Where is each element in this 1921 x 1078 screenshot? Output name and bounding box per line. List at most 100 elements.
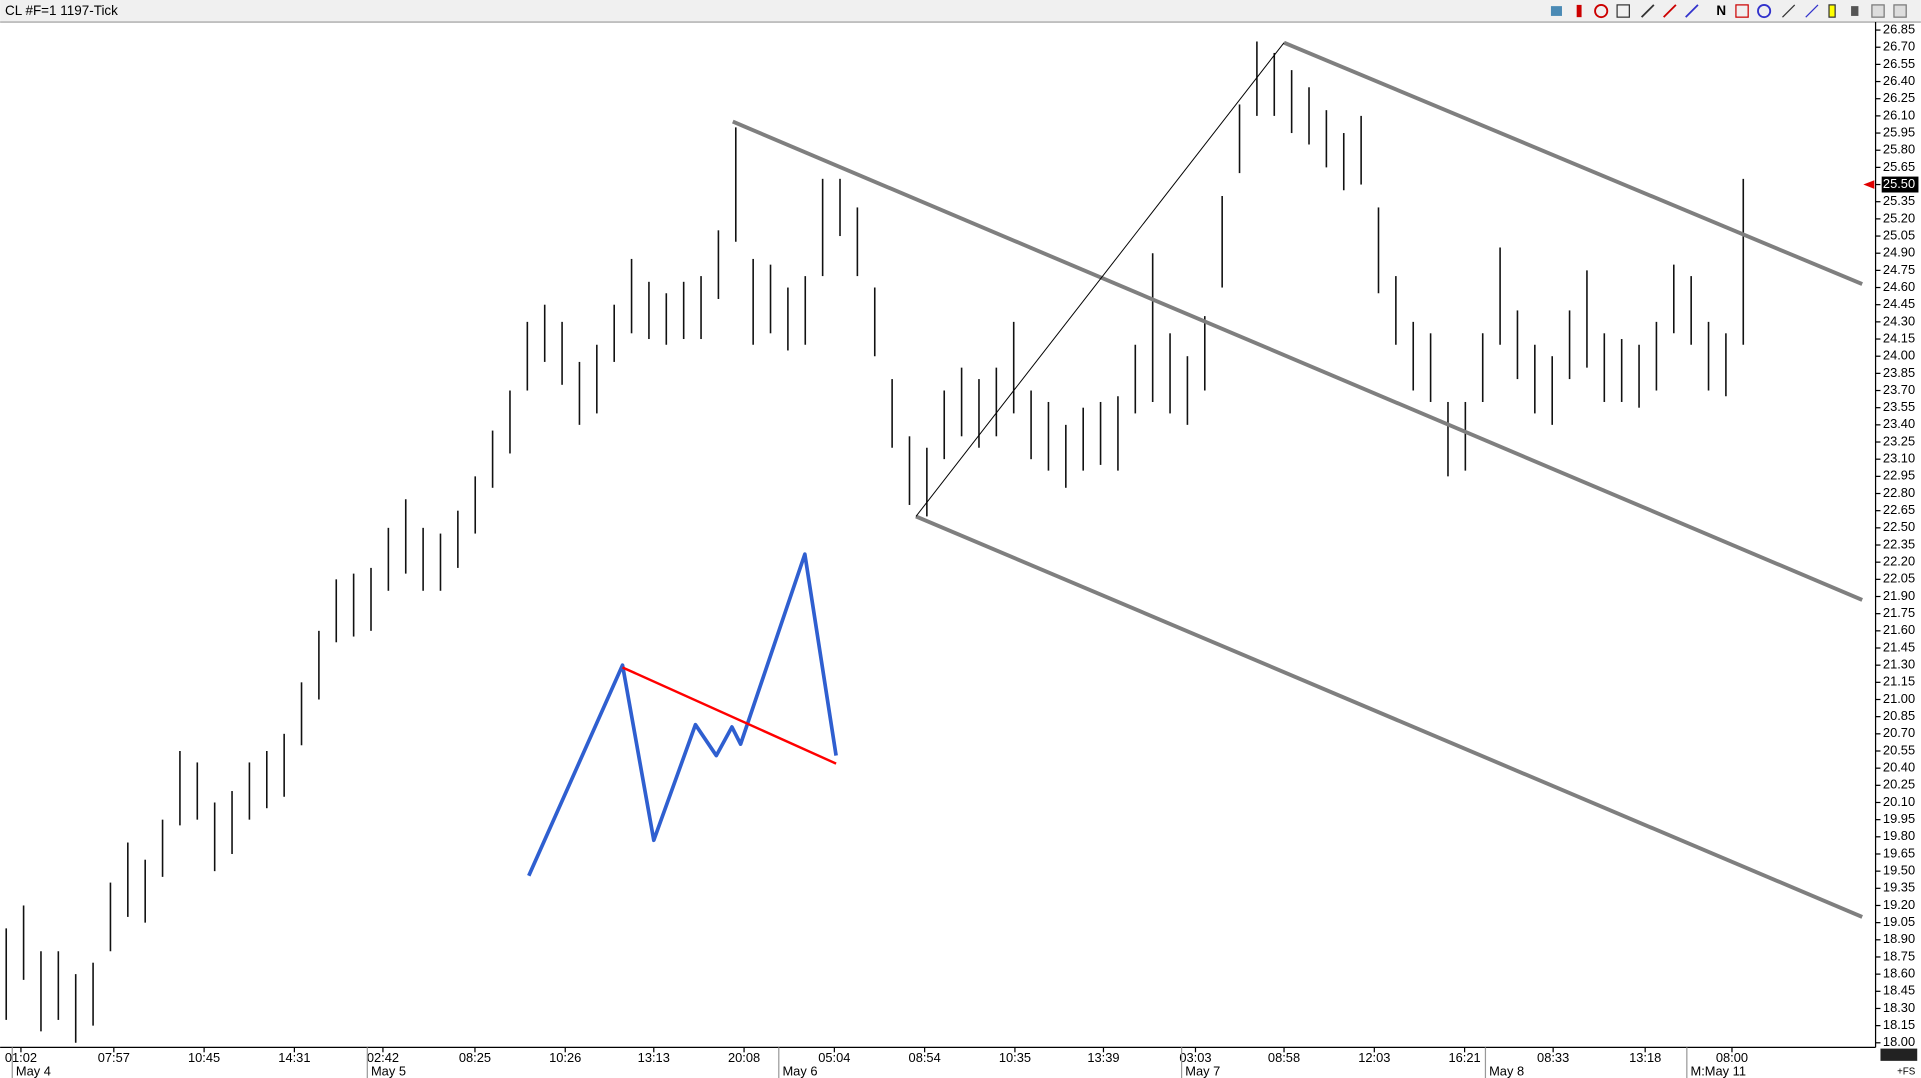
y-tick-label: 19.05 xyxy=(1883,914,1915,929)
last-price-box xyxy=(1881,176,1919,193)
y-tick-label: 24.75 xyxy=(1883,262,1915,277)
tool-label[interactable]: N xyxy=(1716,3,1726,18)
tool-icon[interactable] xyxy=(1893,4,1907,18)
x-tick-label: 13:13 xyxy=(638,1050,670,1065)
tool-icon[interactable] xyxy=(1663,4,1677,18)
date-label: May 7 xyxy=(1185,1063,1220,1078)
trend-drawing xyxy=(527,552,838,877)
tool-icon[interactable] xyxy=(1576,4,1582,18)
toolbar[interactable]: N xyxy=(1550,3,1907,19)
x-tick-label: 13:18 xyxy=(1629,1050,1661,1065)
date-label: May 5 xyxy=(371,1063,406,1078)
trend-drawing xyxy=(915,514,1863,919)
tool-icon[interactable] xyxy=(1871,4,1885,18)
y-tick-label: 20.10 xyxy=(1883,794,1915,809)
x-tick-label: 10:35 xyxy=(999,1050,1031,1065)
chart-title: CL #F=1 1197-Tick xyxy=(5,3,118,18)
x-tick-label: 08:25 xyxy=(459,1050,491,1065)
tool-icon[interactable] xyxy=(1616,4,1630,18)
x-tick-label: 08:58 xyxy=(1268,1050,1300,1065)
y-tick-label: 19.50 xyxy=(1883,863,1915,878)
x-tick-label: 02:42 xyxy=(367,1050,399,1065)
y-tick-label: 18.60 xyxy=(1883,966,1915,981)
y-tick-label: 22.80 xyxy=(1883,485,1915,500)
y-tick-label: 23.25 xyxy=(1883,433,1915,448)
x-tick-label: 10:26 xyxy=(549,1050,581,1065)
y-tick-label: 24.30 xyxy=(1883,313,1915,328)
y-tick-label: 20.40 xyxy=(1883,760,1915,775)
y-tick-label: 24.90 xyxy=(1883,245,1915,260)
x-tick-label: 12:03 xyxy=(1358,1050,1390,1065)
y-tick-label: 24.00 xyxy=(1883,348,1915,363)
y-tick-label: 21.45 xyxy=(1883,639,1915,654)
tool-icon[interactable] xyxy=(1851,6,1859,16)
y-tick-label: 20.70 xyxy=(1883,725,1915,740)
date-label: May 4 xyxy=(16,1063,51,1078)
y-tick-label: 26.70 xyxy=(1883,39,1915,54)
tool-icon[interactable] xyxy=(1805,4,1819,18)
y-tick-label: 25.95 xyxy=(1883,124,1915,139)
title-bar xyxy=(0,0,1921,23)
trend-drawing xyxy=(622,666,837,765)
y-tick-label: 22.95 xyxy=(1883,468,1915,483)
y-tick-label: 21.90 xyxy=(1883,588,1915,603)
y-tick-label: 23.40 xyxy=(1883,416,1915,431)
y-tick-label: 18.75 xyxy=(1883,948,1915,963)
y-tick-label: 20.85 xyxy=(1883,708,1915,723)
y-tick-label: 19.35 xyxy=(1883,880,1915,895)
last-price-arrow xyxy=(1863,180,1875,189)
y-tick-label: 25.20 xyxy=(1883,210,1915,225)
y-tick-label: 26.55 xyxy=(1883,56,1915,71)
tool-icon[interactable] xyxy=(1594,3,1609,19)
y-tick-label: 18.45 xyxy=(1883,983,1915,998)
y-tick-label: 20.55 xyxy=(1883,742,1915,757)
y-tick-label: 21.30 xyxy=(1883,657,1915,672)
y-tick-label: 18.00 xyxy=(1883,1034,1915,1049)
date-label: M:May 11 xyxy=(1691,1063,1747,1078)
y-tick-label: 24.60 xyxy=(1883,279,1915,294)
x-tick-label: 05:04 xyxy=(818,1050,850,1065)
y-tick-label: 19.20 xyxy=(1883,897,1915,912)
y-tick-label: 22.65 xyxy=(1883,502,1915,517)
y-tick-label: 23.10 xyxy=(1883,451,1915,466)
tool-icon[interactable] xyxy=(1828,4,1836,18)
y-tick-label: 22.05 xyxy=(1883,571,1915,586)
tool-icon[interactable] xyxy=(1735,4,1749,18)
x-tick-label: 13:39 xyxy=(1087,1050,1119,1065)
tool-icon[interactable] xyxy=(1640,4,1655,18)
x-tick-label: 10:45 xyxy=(188,1050,220,1065)
y-tick-label: 25.05 xyxy=(1883,227,1915,242)
y-tick-label: 21.60 xyxy=(1883,622,1915,637)
y-tick-label: 26.85 xyxy=(1883,21,1915,36)
x-tick-label: 08:54 xyxy=(909,1050,941,1065)
trend-drawing xyxy=(732,119,1863,602)
x-tick-label: 03:03 xyxy=(1179,1050,1211,1065)
tool-icon[interactable] xyxy=(1550,6,1562,16)
y-tick-label: 22.50 xyxy=(1883,519,1915,534)
y-tick-label: 24.15 xyxy=(1883,330,1915,345)
trend-drawing xyxy=(915,42,1285,517)
x-tick-label: 20:08 xyxy=(728,1050,760,1065)
y-tick-label: 23.55 xyxy=(1883,399,1915,414)
last-price-label: 25.50 xyxy=(1883,176,1915,191)
y-tick-label: 22.35 xyxy=(1883,536,1915,551)
y-tick-label: 23.70 xyxy=(1883,382,1915,397)
tool-icon[interactable] xyxy=(1782,4,1796,18)
y-tick-label: 21.15 xyxy=(1883,674,1915,689)
y-tick-label: 18.90 xyxy=(1883,931,1915,946)
y-tick-label: 18.30 xyxy=(1883,1000,1915,1015)
tool-icon[interactable] xyxy=(1685,4,1699,18)
x-tick-label: 01:02 xyxy=(5,1050,37,1065)
corner-label: +FS xyxy=(1897,1066,1916,1077)
y-tick-label: 19.80 xyxy=(1883,828,1915,843)
y-tick-label: 18.15 xyxy=(1883,1017,1915,1032)
date-label: May 6 xyxy=(782,1063,817,1078)
scroll-box[interactable] xyxy=(1880,1048,1918,1061)
y-tick-label: 25.65 xyxy=(1883,159,1915,174)
y-tick-label: 22.20 xyxy=(1883,554,1915,569)
tool-icon[interactable] xyxy=(1757,3,1772,19)
x-tick-label: 14:31 xyxy=(278,1050,310,1065)
y-tick-label: 21.00 xyxy=(1883,691,1915,706)
